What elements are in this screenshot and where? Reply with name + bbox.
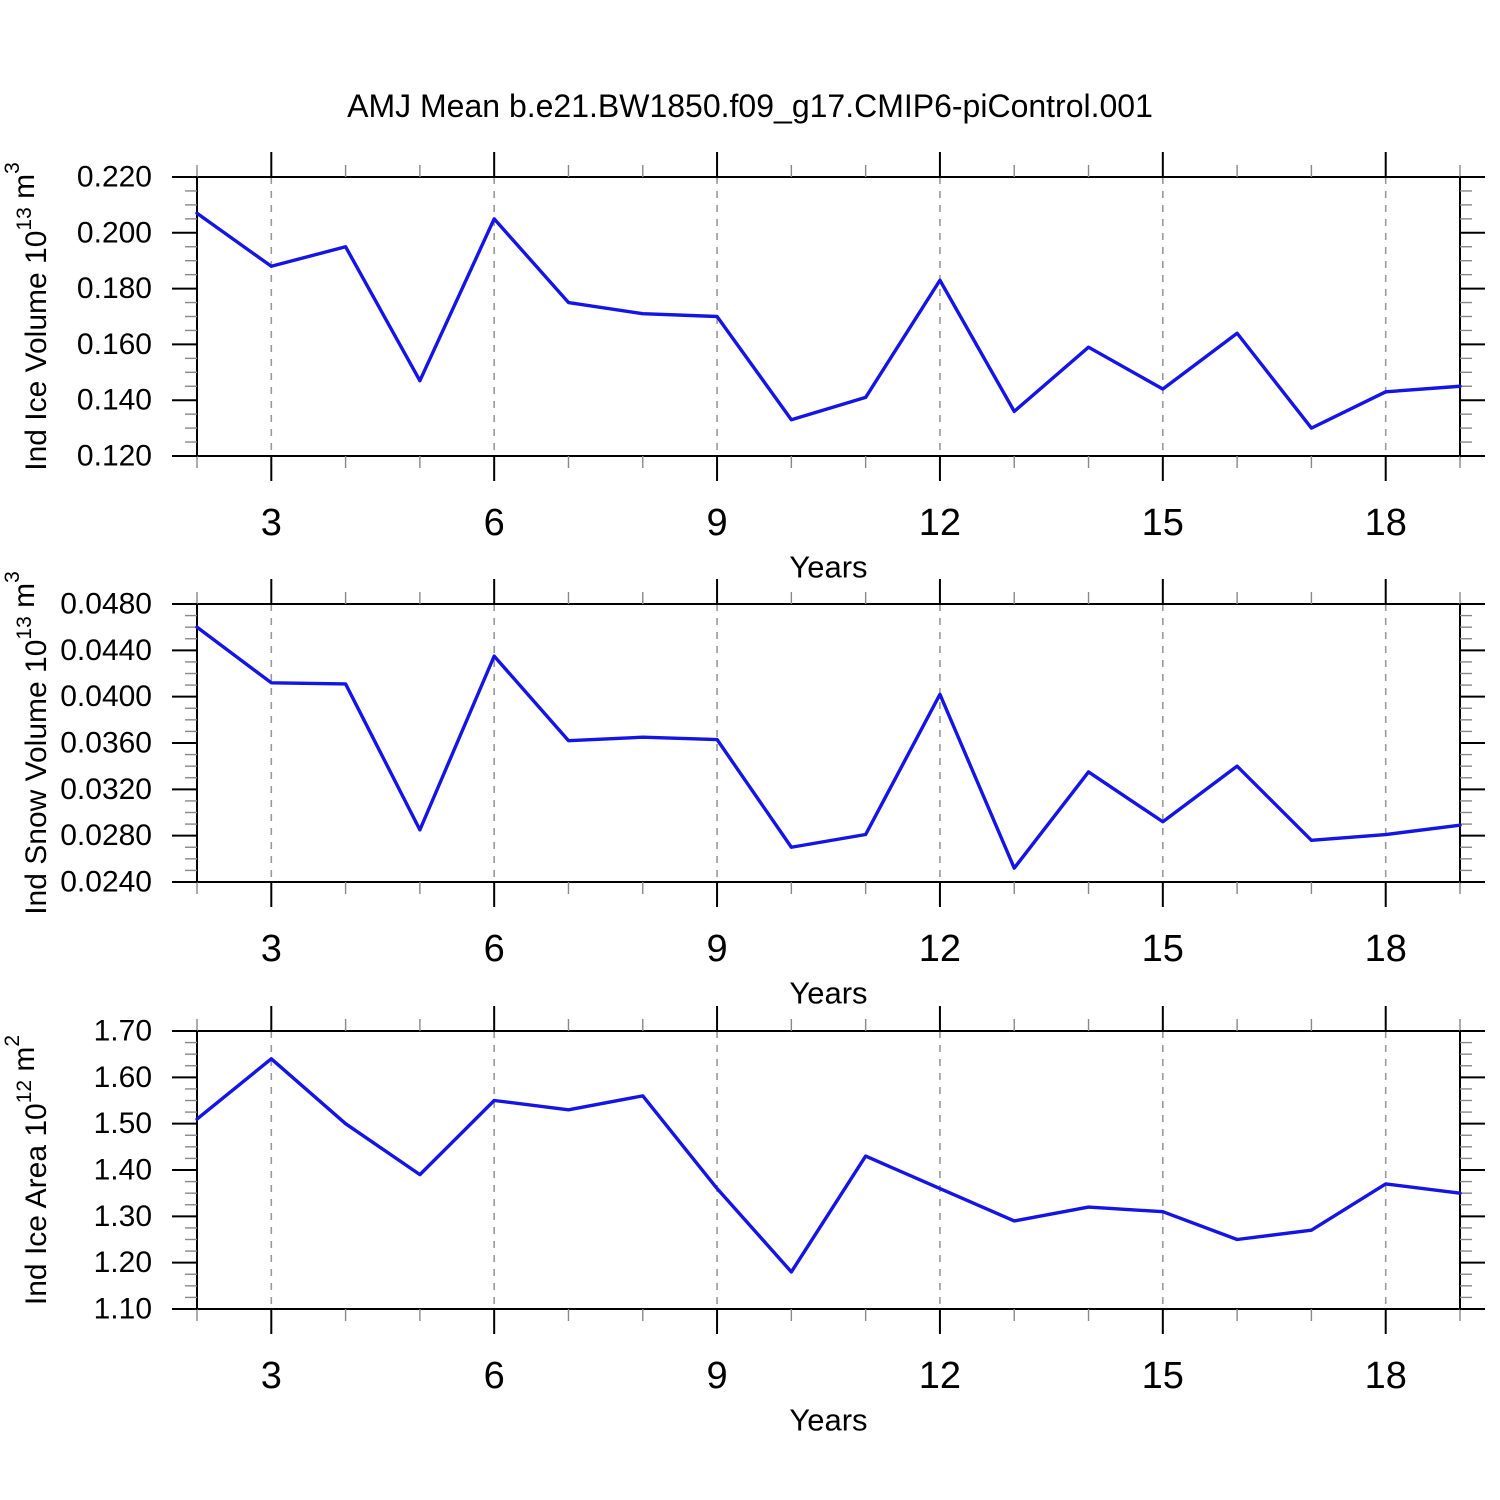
x-axis-title: Years: [789, 550, 867, 585]
x-tick-label: 3: [261, 1355, 282, 1397]
x-tick-label: 15: [1142, 502, 1184, 544]
x-tick-label: 15: [1142, 928, 1184, 970]
x-tick-label: 15: [1142, 1355, 1184, 1397]
y-tick-label: 1.40: [94, 1154, 152, 1187]
y-tick-label: 0.140: [77, 384, 152, 417]
x-tick-label: 12: [919, 1355, 961, 1397]
y-tick-label: 1.20: [94, 1246, 152, 1279]
x-tick-label: 6: [484, 928, 505, 970]
x-tick-label: 12: [919, 502, 961, 544]
y-tick-label: 1.30: [94, 1200, 152, 1233]
panel-frame: [196, 176, 1461, 457]
y-tick-label: 0.0240: [60, 866, 152, 899]
y-tick-label: 1.10: [94, 1293, 152, 1326]
x-tick-label: 12: [919, 928, 961, 970]
x-tick-label: 9: [706, 928, 727, 970]
y-tick-label: 1.60: [94, 1061, 152, 1094]
y-tick-label: 0.200: [77, 216, 152, 249]
panel-frame: [196, 1030, 1461, 1310]
x-tick-label: 3: [261, 928, 282, 970]
y-tick-label: 0.160: [77, 328, 152, 361]
panel-3: 1.70 1.60 1.50 1.40 1.30 1.20 1.10 3 6 9 12 15 18 Yea…: [1, 1006, 1485, 1438]
y-tick-label: 0.120: [77, 440, 152, 473]
x-tick-label: 9: [706, 1355, 727, 1397]
data-line: [195, 1057, 1462, 1274]
data-line: [195, 625, 1462, 870]
y-tick-label: 1.70: [94, 1015, 152, 1048]
y-tick-label: 0.220: [77, 161, 152, 194]
panel-1: 0.220 0.200 0.180 0.160 0.140 0.120 3 6 9 12 15 18 Y…: [1, 152, 1485, 585]
y-tick-label: 0.0320: [60, 773, 152, 806]
x-axis-title: Years: [789, 1403, 867, 1438]
y-tick-label: 0.0440: [60, 634, 152, 667]
y-tick-label: 1.50: [94, 1107, 152, 1140]
y-axis-title: Ind Snow Volume 1013 m3: [1, 571, 53, 915]
y-tick-label: 0.0280: [60, 819, 152, 852]
y-tick-label: 0.0480: [60, 588, 152, 621]
x-tick-label: 3: [261, 502, 282, 544]
x-tick-label: 18: [1365, 502, 1407, 544]
x-tick-label: 9: [706, 502, 727, 544]
y-tick-label: 0.180: [77, 272, 152, 305]
panel-2: 0.0480 0.0440 0.0400 0.0360 0.0320 0.0280 0.02…: [1, 571, 1485, 1011]
y-tick-label: 0.0360: [60, 727, 152, 760]
x-axis-title: Years: [789, 976, 867, 1011]
data-line: [195, 211, 1462, 430]
figure-title: AMJ Mean b.e21.BW1850.f09_g17.CMIP6-piCo…: [347, 88, 1153, 124]
x-tick-label: 18: [1365, 928, 1407, 970]
x-tick-label: 18: [1365, 1355, 1407, 1397]
y-tick-label: 0.0400: [60, 680, 152, 713]
x-tick-label: 6: [484, 502, 505, 544]
y-axis-title: Ind Ice Area 1012 m2: [1, 1035, 53, 1305]
x-tick-label: 6: [484, 1355, 505, 1397]
y-axis-title: Ind Ice Volume 1013 m3: [1, 162, 53, 471]
